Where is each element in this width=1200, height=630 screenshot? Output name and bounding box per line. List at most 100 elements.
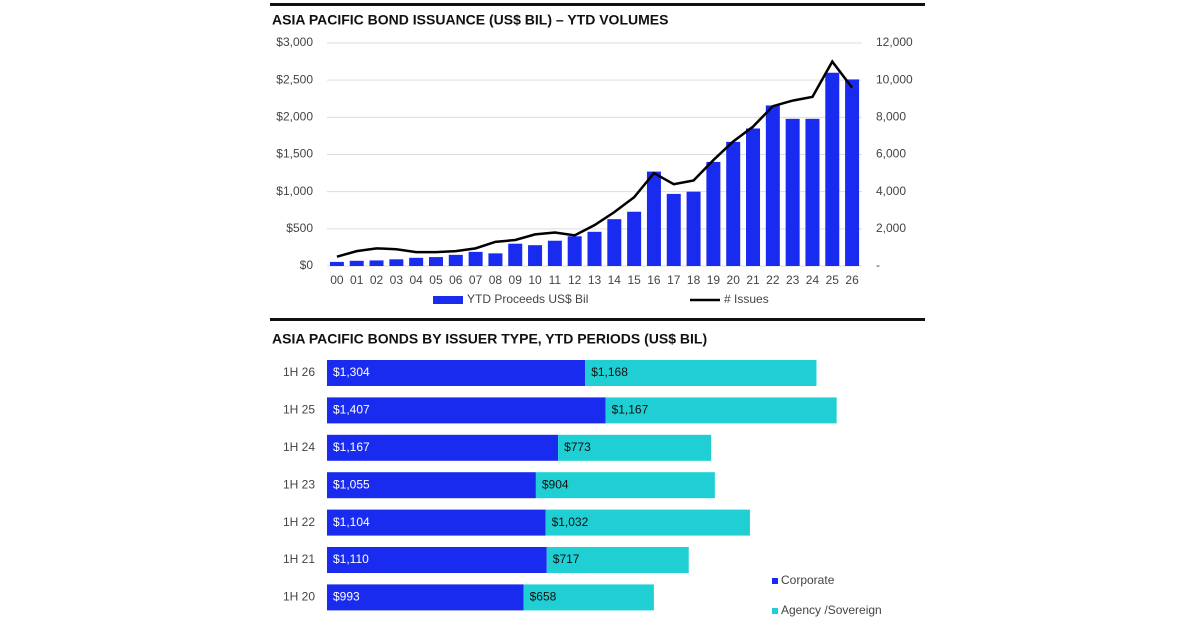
bar: [349, 260, 364, 266]
bar-segment: [605, 397, 837, 424]
y-tick-label: 1H 24: [283, 440, 315, 454]
bar-segment: [523, 584, 654, 611]
bar: [587, 231, 602, 266]
x-tick-label: 23: [786, 273, 800, 287]
x-tick-label: 08: [489, 273, 503, 287]
bar: [706, 161, 721, 266]
y2-tick-label: 10,000: [876, 72, 913, 86]
y2-tick-label: 2,000: [876, 221, 906, 235]
y-tick-label: 1H 22: [283, 515, 315, 529]
bar-segment: [545, 509, 750, 536]
x-tick-label: 25: [826, 273, 840, 287]
value-label: $1,304: [333, 365, 370, 379]
value-label: $1,055: [333, 477, 370, 491]
bar: [825, 72, 840, 266]
bar: [547, 240, 562, 266]
y-tick-label: $2,000: [276, 110, 313, 124]
legend-swatch: [772, 578, 778, 584]
x-tick-label: 16: [647, 273, 661, 287]
y-tick-label: $0: [300, 258, 314, 272]
value-label: $773: [564, 440, 591, 454]
bar: [607, 219, 622, 266]
value-label: $1,167: [612, 403, 649, 417]
legend-label: Corporate: [781, 573, 835, 587]
x-tick-label: 15: [627, 273, 641, 287]
x-tick-label: 20: [727, 273, 741, 287]
legend-swatch: [772, 608, 778, 614]
chart-title: ASIA PACIFIC BOND ISSUANCE (US$ BIL) – Y…: [272, 12, 668, 28]
y-tick-label: 1H 20: [283, 590, 315, 604]
y2-tick-label: 8,000: [876, 110, 906, 124]
x-tick-label: 21: [746, 273, 760, 287]
bar: [369, 260, 384, 266]
y2-tick-label: 4,000: [876, 184, 906, 198]
legend-swatch: [433, 296, 463, 304]
bar: [448, 254, 463, 266]
x-tick-label: 06: [449, 273, 463, 287]
legend-label: Agency /Sovereign: [781, 603, 882, 617]
bar: [627, 211, 642, 266]
x-tick-label: 11: [549, 273, 562, 287]
x-tick-label: 12: [568, 273, 582, 287]
bar: [666, 193, 681, 266]
y-tick-label: 1H 21: [283, 552, 315, 566]
chart-title: ASIA PACIFIC BONDS BY ISSUER TYPE, YTD P…: [272, 331, 707, 347]
bar-segment: [327, 509, 546, 536]
bar: [567, 236, 582, 266]
x-tick-label: 13: [588, 273, 602, 287]
y-tick-label: $500: [286, 221, 313, 235]
x-tick-label: 01: [350, 273, 364, 287]
y2-tick-label: 6,000: [876, 147, 906, 161]
legend-label: # Issues: [724, 292, 769, 306]
bar: [765, 105, 780, 266]
bar: [646, 171, 661, 266]
bar-segment: [558, 434, 712, 461]
bar: [845, 79, 860, 266]
bar-segment: [546, 547, 689, 573]
bar-segment: [327, 360, 586, 386]
title-rule: [270, 3, 925, 6]
y-tick-label: 1H 26: [283, 365, 315, 379]
y-tick-label: 1H 25: [283, 403, 315, 417]
x-tick-label: 09: [509, 273, 523, 287]
y-tick-label: $1,000: [276, 184, 313, 198]
x-tick-label: 17: [667, 273, 681, 287]
x-tick-label: 03: [390, 273, 404, 287]
bar: [389, 259, 404, 266]
legend-label: YTD Proceeds US$ Bil: [467, 292, 588, 306]
value-label: $904: [542, 477, 569, 491]
bar: [409, 257, 424, 266]
x-tick-label: 05: [429, 273, 443, 287]
bar-segment: [327, 547, 547, 573]
value-label: $1,168: [591, 365, 628, 379]
line: [336, 59, 854, 258]
x-tick-label: 18: [687, 273, 701, 287]
y-tick-label: $1,500: [276, 147, 313, 161]
bar: [726, 141, 741, 266]
bar: [329, 261, 344, 266]
y-tick-label: $2,500: [276, 72, 313, 86]
bar-segment: [327, 397, 606, 424]
value-label: $1,110: [333, 552, 369, 566]
y2-tick-label: -: [876, 258, 880, 272]
bar: [468, 251, 483, 266]
value-label: $993: [333, 590, 360, 604]
bar-segment: [535, 472, 715, 499]
x-tick-label: 04: [409, 273, 423, 287]
value-label: $1,104: [333, 515, 370, 529]
bar-segment: [327, 434, 559, 461]
bar: [805, 118, 820, 266]
bar: [785, 118, 800, 266]
x-tick-label: 26: [845, 273, 859, 287]
y-tick-label: 1H 23: [283, 477, 315, 491]
value-label: $658: [530, 590, 557, 604]
x-tick-label: 00: [330, 273, 344, 287]
title-rule: [270, 318, 925, 321]
value-label: $1,167: [333, 440, 370, 454]
x-tick-label: 14: [608, 273, 622, 287]
y2-tick-label: 12,000: [876, 35, 913, 49]
value-label: $1,407: [333, 403, 370, 417]
bar: [528, 245, 543, 266]
bar: [488, 253, 503, 266]
